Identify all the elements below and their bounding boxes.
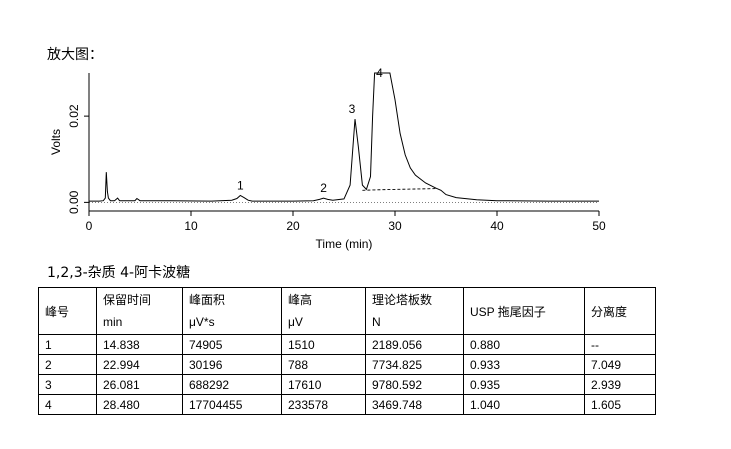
table-header-row: 峰号 保留时间 min 峰面积 μV*s 峰高 μV 理论塔板数 N USP 拖尾因子 … [38, 287, 656, 335]
table-cell: 688292 [182, 374, 282, 395]
table-cell: 2189.056 [365, 334, 464, 355]
table-cell: 74905 [182, 334, 282, 355]
chart-data-layer: 1 2 3 4 [89, 66, 599, 202]
table-cell: 17704455 [182, 394, 282, 415]
chromatogram-trace [89, 72, 599, 202]
peak-label: 1 [237, 178, 244, 192]
table-cell: 0.880 [463, 334, 585, 355]
table-cell: 17610 [281, 374, 366, 395]
table-cell: 22.994 [96, 354, 183, 375]
table-cell: 9780.592 [365, 374, 464, 395]
peak-label: 2 [320, 181, 327, 195]
x-tick-label: 30 [388, 219, 402, 233]
table-row: 2 22.994 30196 788 7734.825 0.933 7.049 [38, 354, 656, 375]
table-cell: 26.081 [96, 374, 183, 395]
table-cell: 788 [281, 354, 366, 375]
header-peak-area: 峰面积 μV*s [182, 287, 282, 335]
x-axis-label: Time (min) [316, 237, 373, 251]
header-peak-height: 峰高 μV [281, 287, 366, 335]
table-cell: 0.935 [463, 374, 585, 395]
table-cell: 4 [38, 394, 97, 415]
table-cell: 28.480 [96, 394, 183, 415]
y-axis-label: Volts [49, 129, 63, 155]
page-heading: 放大图： [47, 47, 103, 63]
y-tick-label: 0.00 [67, 190, 81, 214]
table-cell: 0.933 [463, 354, 585, 375]
header-peak-number: 峰号 [38, 287, 97, 335]
chart-axes: 0 10 20 30 40 50 0.00 0.02 [67, 73, 606, 233]
table-cell: 1.040 [463, 394, 585, 415]
table-cell: 14.838 [96, 334, 183, 355]
x-tick-label: 50 [592, 219, 606, 233]
header-usp-tailing: USP 拖尾因子 [463, 287, 585, 335]
y-tick-label: 0.02 [67, 104, 81, 128]
header-theoretical-plates: 理论塔板数 N [365, 287, 464, 335]
table-cell: 3469.748 [365, 394, 464, 415]
table-cell: 7734.825 [365, 354, 464, 375]
header-retention-time: 保留时间 min [96, 287, 183, 335]
peak-legend-note: 1,2,3-杂质 4-阿卡波糖 [47, 265, 191, 281]
table-cell: 7.049 [584, 354, 656, 375]
table-row: 4 28.480 17704455 233578 3469.748 1.040 … [38, 394, 656, 415]
table-cell: 2.939 [584, 374, 656, 395]
table-cell: 3 [38, 374, 97, 395]
table-cell: 1510 [281, 334, 366, 355]
table-cell: -- [584, 334, 656, 355]
peak-label: 4 [376, 66, 383, 80]
table-cell: 30196 [182, 354, 282, 375]
header-resolution: 分离度 [584, 287, 656, 335]
table-cell: 233578 [281, 394, 366, 415]
x-tick-label: 0 [86, 219, 93, 233]
table-row: 1 14.838 74905 1510 2189.056 0.880 -- [38, 334, 656, 355]
peak-label: 3 [349, 102, 356, 116]
peak-results-table: 峰号 保留时间 min 峰面积 μV*s 峰高 μV 理论塔板数 N USP 拖尾因子 … [38, 287, 656, 415]
x-tick-label: 10 [184, 219, 198, 233]
table-cell: 1.605 [584, 394, 656, 415]
table-row: 3 26.081 688292 17610 9780.592 0.935 2.9… [38, 374, 656, 395]
x-tick-label: 40 [490, 219, 504, 233]
x-tick-label: 20 [286, 219, 300, 233]
chromatogram-chart: 0 10 20 30 40 50 0.00 0.02 1 2 3 4 Time (min) Volt… [49, 66, 606, 251]
baseline-trace [362, 188, 436, 191]
table-cell: 2 [38, 354, 97, 375]
table-cell: 1 [38, 334, 97, 355]
